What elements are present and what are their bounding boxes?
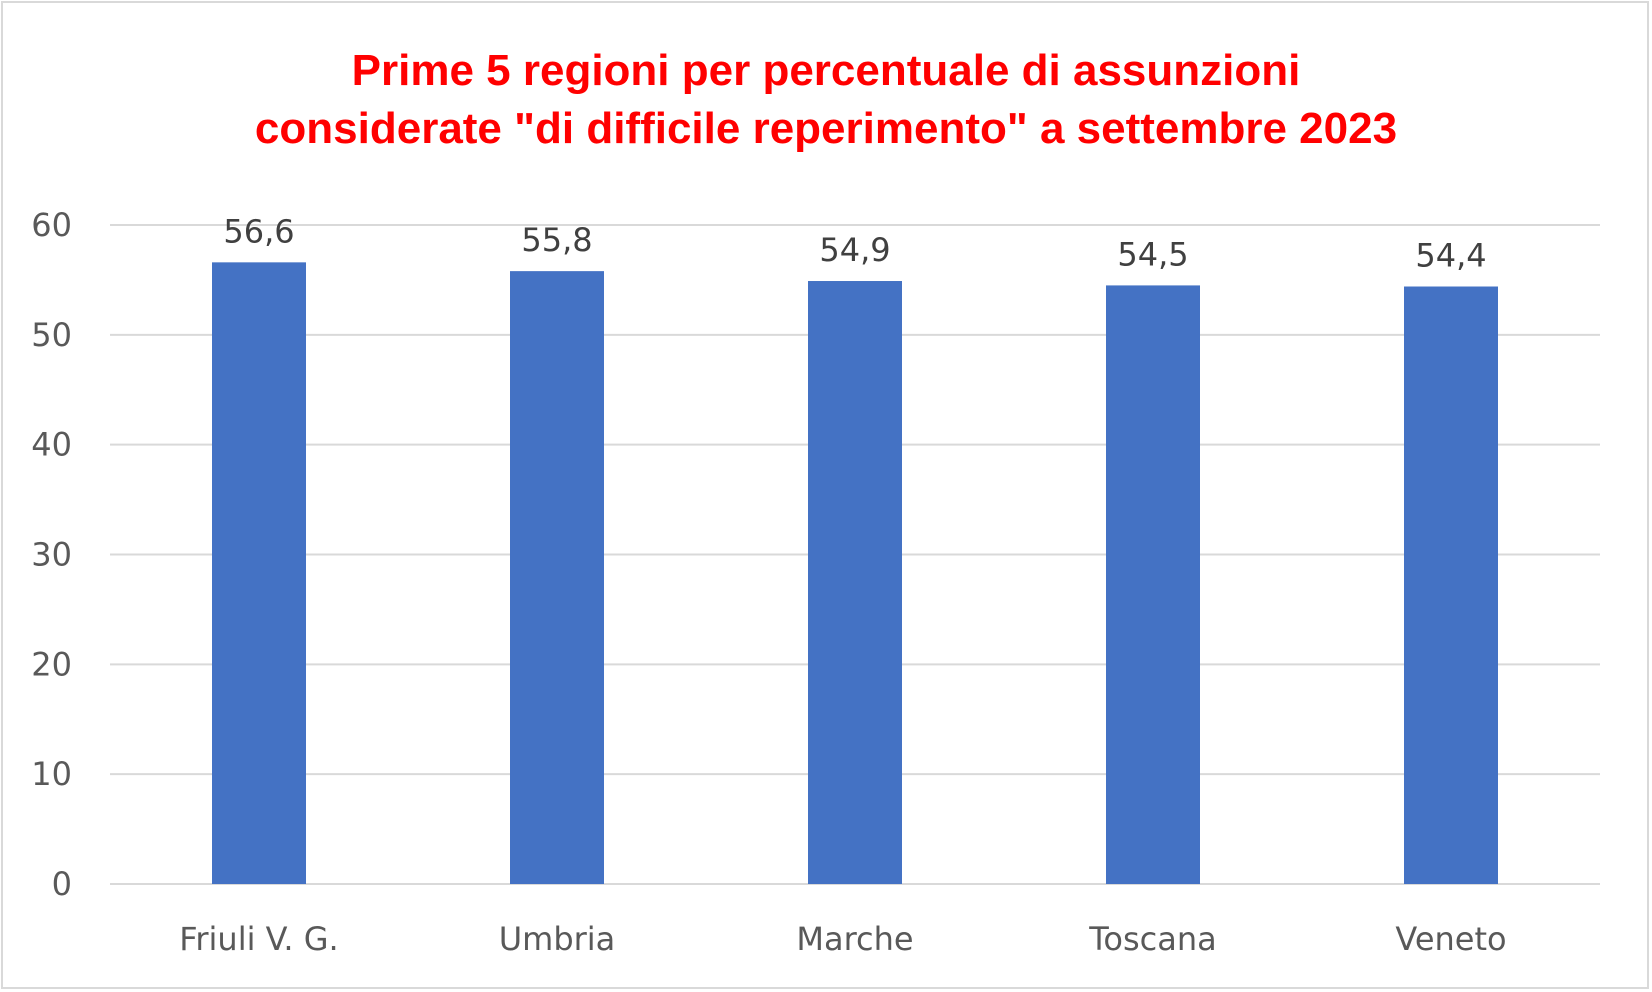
data-label: 54,4 bbox=[1415, 237, 1486, 275]
chart-title: Prime 5 regioni per percentuale di assun… bbox=[0, 42, 1652, 158]
bar-3 bbox=[1106, 285, 1200, 884]
bar-2 bbox=[808, 281, 902, 884]
x-category-label: Friuli V. G. bbox=[179, 920, 338, 958]
y-tick-label: 50 bbox=[31, 316, 72, 354]
x-category-label: Veneto bbox=[1395, 920, 1506, 958]
chart-title-line-1: Prime 5 regioni per percentuale di assun… bbox=[351, 46, 1301, 95]
x-category-label: Umbria bbox=[499, 920, 616, 958]
y-tick-label: 30 bbox=[31, 536, 72, 574]
x-category-label: Marche bbox=[796, 920, 913, 958]
bar-4 bbox=[1404, 286, 1498, 884]
data-label: 54,9 bbox=[819, 231, 890, 269]
y-tick-label: 0 bbox=[52, 865, 72, 903]
y-tick-label: 10 bbox=[31, 755, 72, 793]
y-tick-label: 20 bbox=[31, 645, 72, 683]
data-label: 56,6 bbox=[223, 212, 294, 250]
y-tick-label: 40 bbox=[31, 426, 72, 464]
bar-1 bbox=[510, 271, 604, 884]
x-category-label: Toscana bbox=[1088, 920, 1216, 958]
data-label: 55,8 bbox=[521, 221, 592, 259]
y-tick-label: 60 bbox=[31, 206, 72, 244]
data-label: 54,5 bbox=[1117, 235, 1188, 273]
chart-title-line-2: considerate "di difficile reperimento" a… bbox=[254, 104, 1398, 153]
bar-0 bbox=[212, 262, 306, 884]
